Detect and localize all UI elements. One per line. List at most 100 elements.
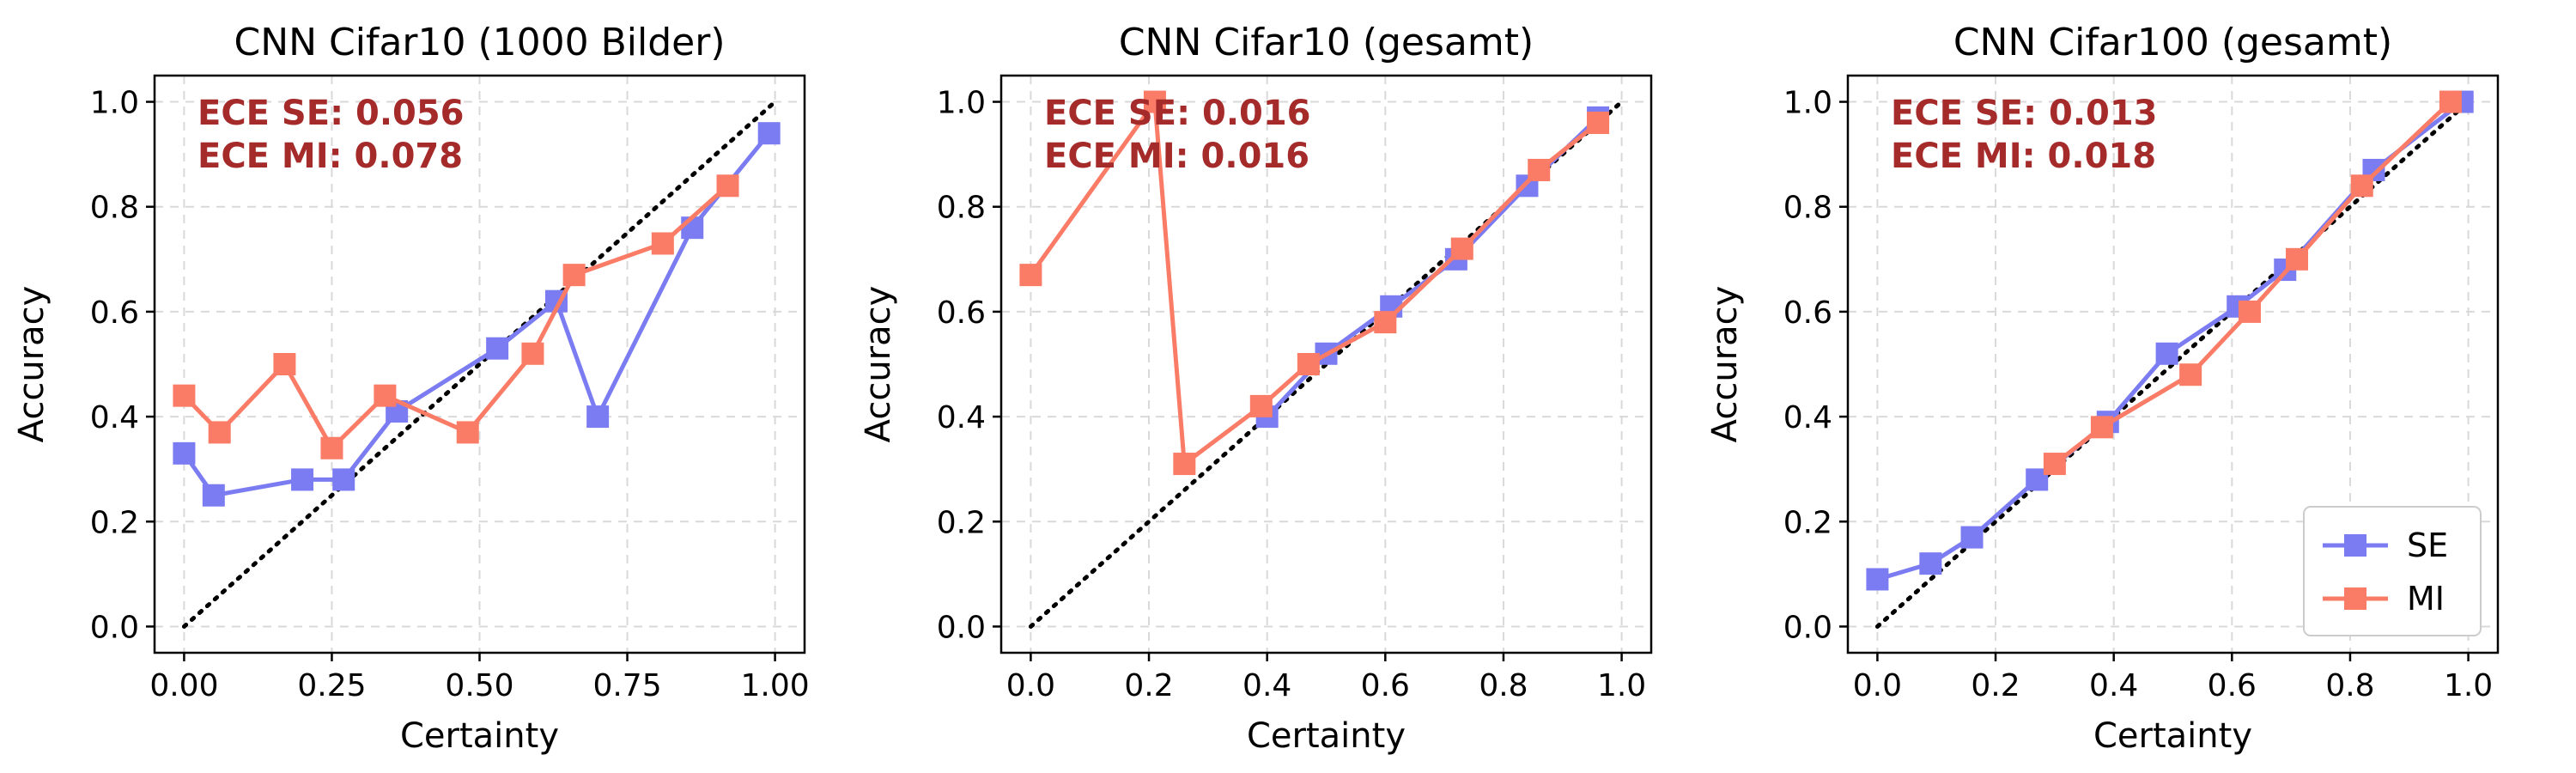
data-point-mi [521,342,544,365]
data-point-se [757,122,781,145]
legend: SE MI [2303,506,2482,636]
ece-annotation: ECE SE: 0.056 [197,94,465,133]
legend-swatch-marker-se [2344,534,2366,557]
legend-label-mi: MI [2407,580,2445,618]
data-point-mi [1374,311,1397,334]
data-point-mi [2238,300,2261,323]
data-point-mi [1019,264,1042,287]
x-tick-label: 0.50 [445,668,513,703]
chart-title: CNN Cifar10 (1000 Bilder) [234,21,725,64]
y-tick-label: 0.4 [90,400,139,435]
x-tick-label: 1.0 [1597,668,1646,703]
ece-annotation: ECE MI: 0.016 [1044,137,1309,176]
y-tick-label: 0.2 [1783,505,1832,540]
legend-swatch-marker-mi [2344,587,2366,610]
data-point-mi [1173,453,1196,476]
x-tick-label: 0.8 [2325,668,2374,703]
data-point-mi [2439,90,2462,113]
data-point-mi [1587,111,1610,134]
y-tick-label: 0.4 [1783,400,1832,435]
ece-annotation: ECE SE: 0.013 [1891,94,2158,133]
x-tick-label: 0.8 [1479,668,1528,703]
x-tick-label: 0.0 [1853,668,1902,703]
plot-frame [999,74,1653,654]
x-tick-label: 0.75 [592,668,661,703]
data-point-mi [1450,237,1473,260]
series-line-se [182,131,771,498]
y-tick-label: 1.0 [90,86,139,121]
data-point-se [586,405,610,429]
y-tick-label: 1.0 [1783,86,1832,121]
chart-panel-2: 0.0 0.2 0.4 0.6 0.8 1.0 0.0 0.2 0.4 0.6 0.8 1.0 CNN … [859,21,1653,756]
data-point-se [173,441,196,465]
data-point-mi [456,421,479,444]
x-axis-label: Certainty [2093,716,2252,756]
y-axis-label: Accuracy [859,286,898,443]
y-axis-label: Accuracy [12,286,52,443]
y-tick-label: 0.8 [1783,191,1832,226]
y-axis-label: Accuracy [1705,286,1745,443]
data-point-mi [1249,394,1273,417]
x-tick-label: 0.2 [1971,668,2020,703]
data-point-mi [320,436,343,460]
ece-annotation: ECE SE: 0.016 [1044,94,1311,133]
chart-title: CNN Cifar10 (gesamt) [1119,21,1534,64]
data-point-mi [2179,363,2202,386]
y-tick-label: 0.4 [937,400,986,435]
data-point-mi [273,353,296,375]
data-point-mi [716,174,739,198]
chart-title: CNN Cifar100 (gesamt) [1953,21,2392,64]
data-point-se [202,484,225,507]
legend-box [2303,506,2482,636]
data-point-mi [374,384,397,407]
data-point-se [1919,552,1942,575]
x-tick-label: 0.4 [2089,668,2138,703]
chart-panel-3: 0.0 0.2 0.4 0.6 0.8 1.0 0.0 0.2 0.4 0.6 0.8 1.0 CNN … [1705,21,2500,756]
y-tick-label: 0.6 [937,295,986,331]
x-tick-label: 0.0 [1006,668,1055,703]
x-axis-label: Certainty [400,716,559,756]
y-tick-label: 0.6 [1783,295,1832,331]
x-tick-label: 0.2 [1124,668,1173,703]
y-tick-label: 0.0 [937,610,986,645]
x-tick-label: 0.25 [297,668,366,703]
data-point-mi [2286,247,2309,271]
y-tick-label: 0.8 [937,191,986,226]
data-point-mi [1528,158,1551,181]
legend-label-se: SE [2407,526,2448,564]
data-point-mi [651,232,674,255]
data-point-se [332,468,355,491]
x-tick-label: 0.4 [1242,668,1291,703]
x-tick-label: 0.6 [1361,668,1410,703]
diagonal-reference-line [181,100,778,629]
data-point-se [1866,568,1889,591]
chart-panel-1: 0.00 0.25 0.50 0.75 1.00 0.0 0.2 0.4 0.6 0.8 1.0 CN… [12,21,810,756]
y-tick-label: 0.2 [937,505,986,540]
x-tick-label: 0.6 [2208,668,2257,703]
data-point-mi [1143,90,1166,113]
y-tick-label: 0.6 [90,295,139,331]
data-point-mi [1297,353,1320,375]
series-line-mi [182,184,730,451]
x-tick-label: 1.00 [741,668,810,703]
data-point-mi [2090,416,2113,439]
data-point-mi [2350,174,2373,198]
x-tick-label: 1.0 [2444,668,2493,703]
x-tick-label: 0.00 [149,668,218,703]
data-point-se [486,337,509,360]
data-point-mi [208,421,231,444]
data-point-se [681,216,704,240]
y-tick-label: 1.0 [937,86,986,121]
ece-annotation: ECE MI: 0.078 [197,137,463,176]
y-tick-label: 0.0 [1783,610,1832,645]
y-tick-label: 0.8 [90,191,139,226]
data-point-se [1960,526,1984,549]
data-point-mi [2043,453,2066,476]
x-axis-label: Certainty [1247,716,1406,756]
y-tick-label: 0.0 [90,610,139,645]
plot-frame [1846,74,2500,654]
y-tick-label: 0.2 [90,505,139,540]
data-point-se [291,468,314,491]
data-point-mi [173,384,196,407]
